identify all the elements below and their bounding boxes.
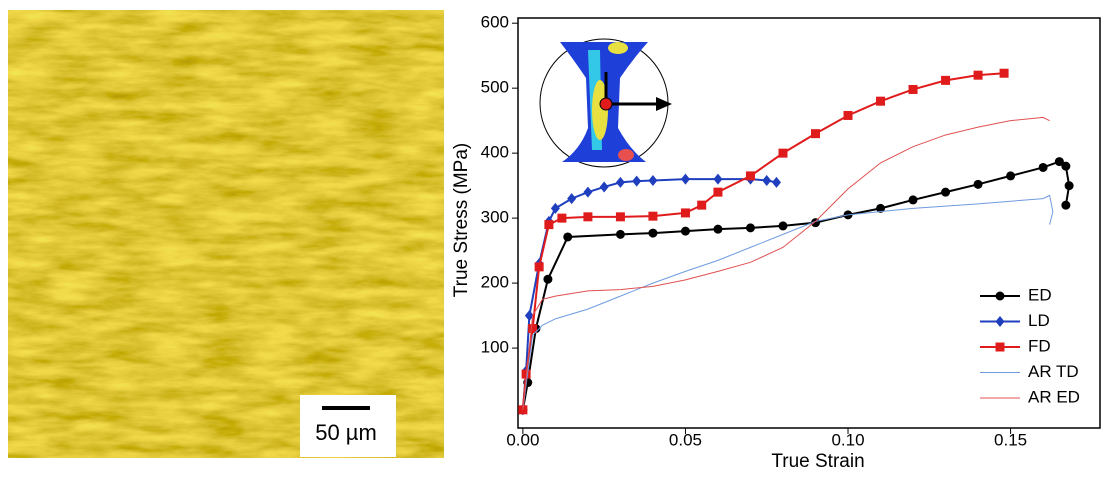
specimen-inset: [535, 34, 673, 172]
data-point: [567, 193, 577, 205]
data-point: [1061, 161, 1071, 171]
data-point: [762, 174, 772, 186]
data-point: [745, 223, 755, 233]
y-tick-label: 400: [481, 143, 509, 162]
specimen-contour: [618, 149, 634, 161]
data-point: [973, 179, 983, 189]
data-point: [528, 324, 538, 334]
data-point: [811, 129, 821, 139]
scale-bar-box: [300, 395, 396, 457]
data-point: [563, 232, 573, 242]
data-point: [680, 226, 690, 236]
y-tick-label: 100: [481, 338, 509, 357]
data-point: [599, 181, 609, 193]
inset-point: [599, 97, 613, 111]
data-point: [778, 221, 788, 231]
data-point: [771, 176, 781, 188]
data-point: [524, 310, 534, 322]
data-point: [745, 171, 755, 181]
data-point: [583, 186, 593, 198]
y-axis-title: True Stress (MPa): [451, 143, 472, 298]
data-point: [632, 175, 642, 187]
data-point: [713, 173, 723, 185]
data-point: [557, 213, 567, 223]
data-point: [908, 195, 918, 205]
data-point: [778, 148, 788, 158]
data-point: [713, 187, 723, 197]
scale-bar-label: 50 µm: [315, 420, 377, 445]
inset-arrow-head: [656, 97, 672, 111]
micrograph-texture: [8, 10, 444, 458]
y-tick-label: 600: [481, 13, 509, 32]
plot: [517, 17, 1101, 429]
legend-label: FD: [1028, 336, 1051, 355]
data-point: [544, 220, 554, 230]
data-point: [908, 84, 918, 94]
data-point: [876, 203, 886, 213]
legend-label: LD: [1028, 311, 1050, 330]
specimen-contour: [608, 42, 628, 54]
x-tick-label: 0.10: [831, 430, 864, 449]
plot-frame: [517, 17, 1101, 429]
data-point: [941, 187, 951, 197]
series-line: [522, 116, 1050, 410]
data-point: [713, 224, 723, 234]
data-point: [550, 202, 560, 214]
data-point: [1054, 157, 1064, 167]
y-tick-label: 500: [481, 78, 509, 97]
x-tick-label: 0.00: [506, 430, 539, 449]
data-point: [1064, 181, 1074, 191]
legend-label: AR ED: [1028, 387, 1080, 406]
data-point: [999, 68, 1009, 78]
data-point: [973, 70, 983, 80]
data-point: [1006, 171, 1016, 181]
data-point: [648, 174, 658, 186]
micrograph: 50 µm: [8, 10, 444, 458]
legend-marker: [995, 291, 1005, 301]
data-point: [648, 211, 658, 221]
x-tick-label: 0.15: [994, 430, 1027, 449]
data-point: [876, 96, 886, 106]
data-point: [583, 212, 593, 222]
x-tick-label: 0.05: [669, 430, 702, 449]
legend-label: ED: [1028, 285, 1052, 304]
legend-marker: [995, 316, 1005, 327]
data-point: [680, 173, 690, 185]
legend-marker: [995, 342, 1005, 352]
series-line: [522, 194, 1054, 410]
data-point: [615, 176, 625, 188]
y-tick-label: 200: [481, 273, 509, 292]
legend-label: AR TD: [1028, 362, 1079, 381]
data-point: [648, 228, 658, 238]
data-point: [615, 212, 625, 222]
data-point: [680, 208, 690, 218]
data-point: [543, 274, 553, 284]
data-point: [697, 200, 707, 210]
data-point: [1038, 162, 1048, 172]
data-point: [1061, 200, 1071, 210]
specimen-contour: [592, 80, 608, 140]
data-point: [941, 75, 951, 85]
scale-bar: [322, 406, 370, 410]
x-axis-title: True Strain: [771, 451, 864, 472]
y-tick-label: 300: [481, 208, 509, 227]
data-point: [615, 229, 625, 239]
data-point: [843, 110, 853, 120]
data-point: [534, 262, 544, 272]
